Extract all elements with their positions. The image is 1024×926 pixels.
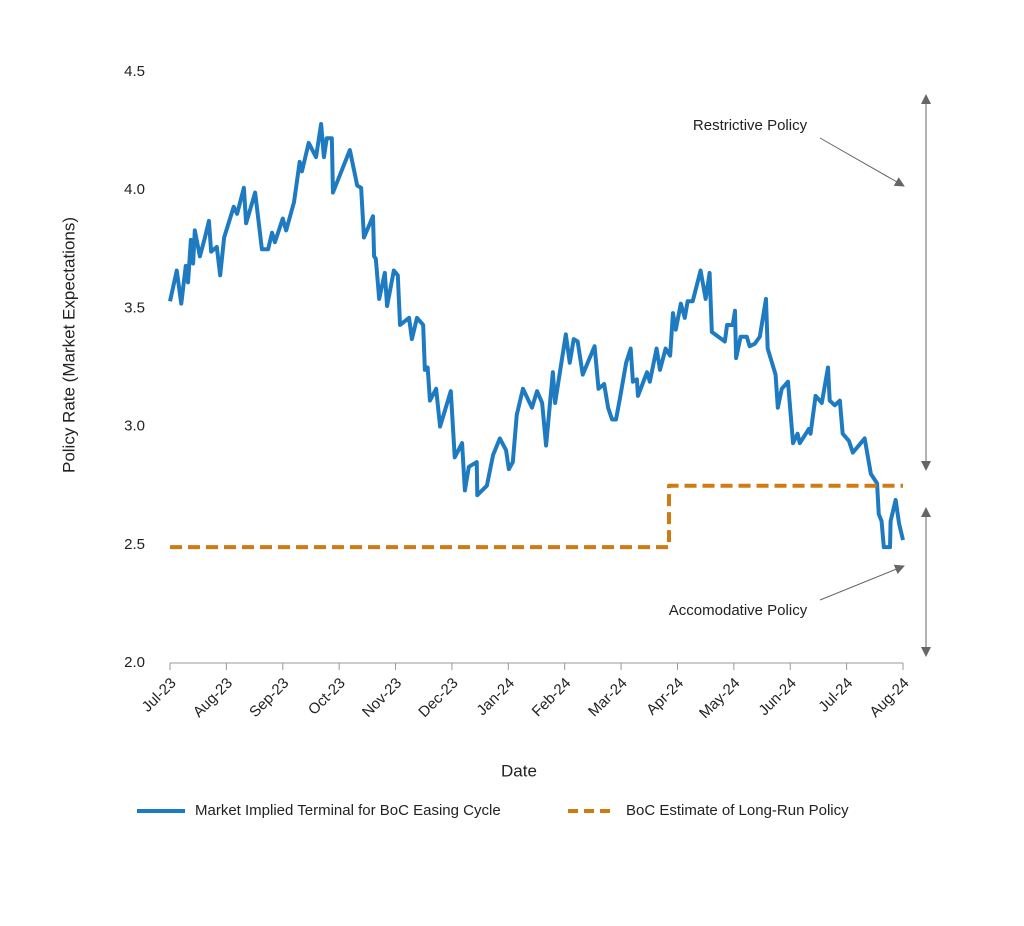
- y-axis-title: Policy Rate (Market Expectations): [59, 217, 78, 473]
- y-tick-label: 2.5: [124, 536, 145, 553]
- y-tick-label: 3.0: [124, 418, 145, 435]
- x-tick-label: Dec-23: [415, 675, 461, 721]
- x-tick-label: Aug-23: [190, 675, 236, 721]
- annotation: Restrictive Policy: [693, 117, 808, 134]
- x-tick-label: Sep-23: [246, 675, 292, 721]
- x-tick-label: Jul-24: [815, 675, 856, 716]
- x-tick-label: May-24: [696, 675, 743, 722]
- x-tick-label: Jul-23: [139, 675, 180, 716]
- annotation-arrow: [819, 564, 905, 601]
- y-tick-label: 3.5: [124, 299, 145, 316]
- x-tick-label: Feb-24: [529, 675, 575, 721]
- series-line: [170, 483, 903, 550]
- legend-label: BoC Estimate of Long-Run Policy: [626, 802, 849, 819]
- legend-label: Market Implied Terminal for BoC Easing C…: [195, 802, 501, 819]
- x-tick-label: Jan-24: [473, 675, 517, 719]
- y-tick-label: 4.0: [124, 181, 145, 198]
- annotation-arrow: [819, 137, 905, 187]
- x-tick-label: Mar-24: [585, 675, 631, 721]
- y-tick-label: 4.5: [124, 63, 145, 80]
- x-tick-label: Aug-24: [866, 675, 912, 721]
- x-tick-label: Jun-24: [755, 675, 799, 719]
- y-tick-label: 2.0: [124, 654, 145, 671]
- series-line: [168, 122, 905, 550]
- annotation: Accomodative Policy: [669, 602, 808, 619]
- x-tick-label: Apr-24: [643, 675, 687, 719]
- x-tick-label: Nov-23: [359, 675, 405, 721]
- x-axis-title: Date: [501, 761, 537, 780]
- x-tick-label: Oct-23: [305, 675, 349, 719]
